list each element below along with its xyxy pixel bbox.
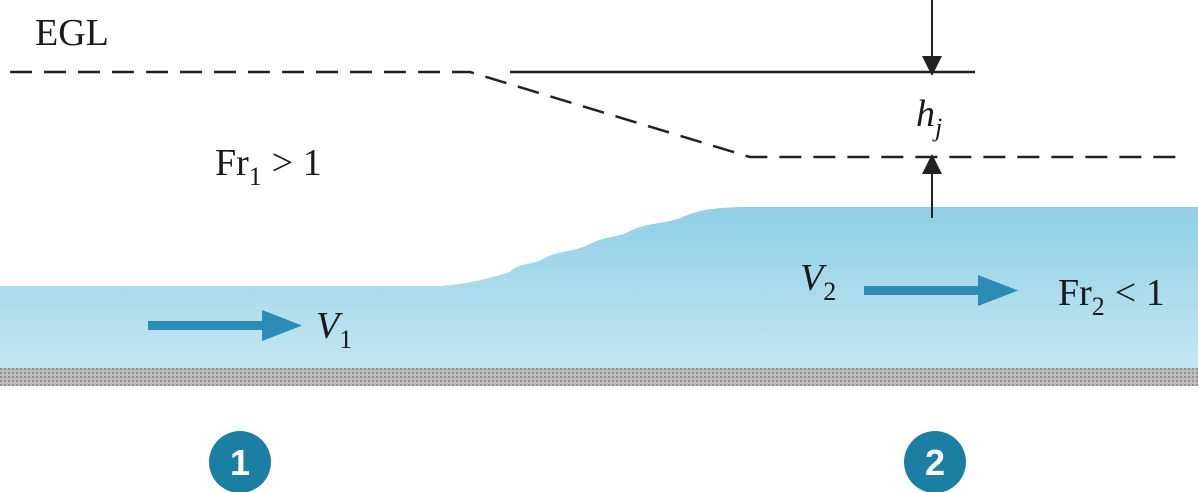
egl-label: EGL [35, 12, 109, 54]
head-loss-label: hj [916, 93, 942, 142]
hydraulic-jump-diagram: EGL Fr1> 1 V1 V2 Fr2< 1 hj 1 2 [0, 0, 1198, 492]
channel-bed [0, 368, 1198, 386]
egl-line [10, 72, 1178, 157]
water [0, 207, 1198, 368]
section-number: 2 [925, 442, 945, 483]
froude-label: Fr1> 1 [215, 142, 322, 191]
section-number: 1 [230, 442, 250, 483]
